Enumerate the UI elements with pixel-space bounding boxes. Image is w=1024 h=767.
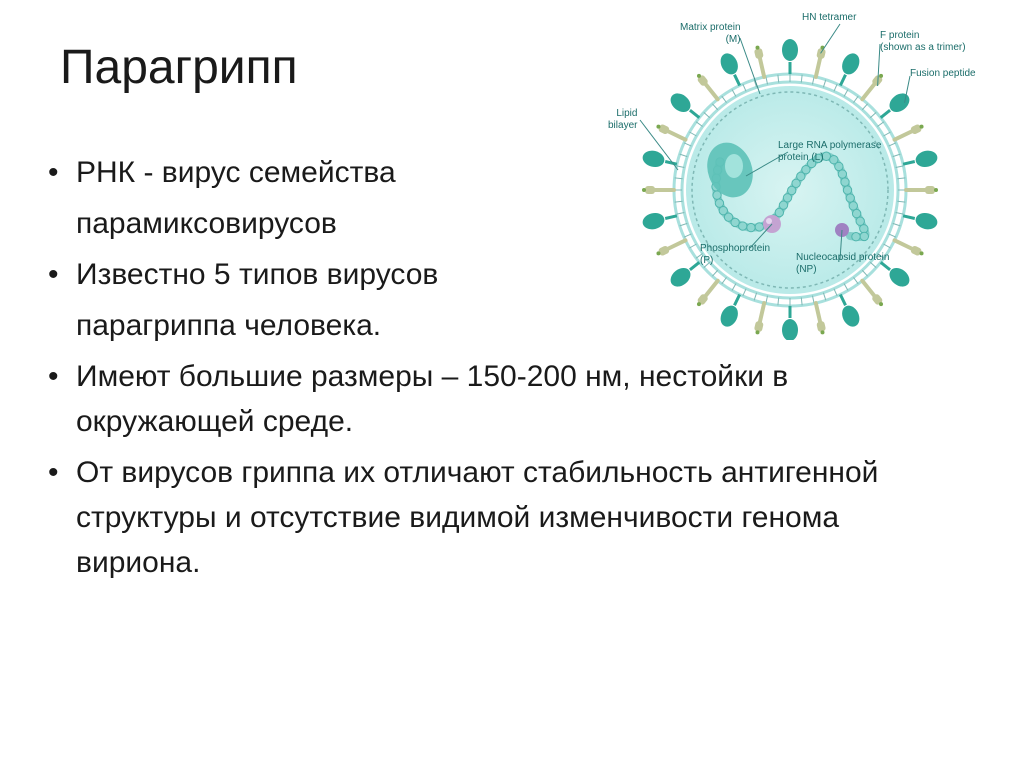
page-title: Парагрипп xyxy=(60,40,298,95)
label-lipid: Lipidbilayer xyxy=(608,108,637,131)
label-polymerase: Large RNA polymeraseprotein (L) xyxy=(778,140,881,163)
list-item: От вирусов гриппа их отличают стабильнос… xyxy=(48,450,948,585)
virion-diagram: HN tetramer Matrix protein(M) F protein(… xyxy=(540,10,980,340)
list-item: Имеют большие размеры – 150-200 нм, нест… xyxy=(48,354,948,444)
label-fusion: Fusion peptide xyxy=(910,68,976,80)
label-phospho: Phosphoprotein(P) xyxy=(700,243,770,266)
label-matrix: Matrix protein(M) xyxy=(680,22,741,45)
virion-svg xyxy=(540,10,980,340)
label-nucleocapsid: Nucleocapsid protein(NP) xyxy=(796,252,889,275)
label-fprotein: F protein(shown as a trimer) xyxy=(880,30,966,53)
label-hn: HN tetramer xyxy=(802,12,856,24)
